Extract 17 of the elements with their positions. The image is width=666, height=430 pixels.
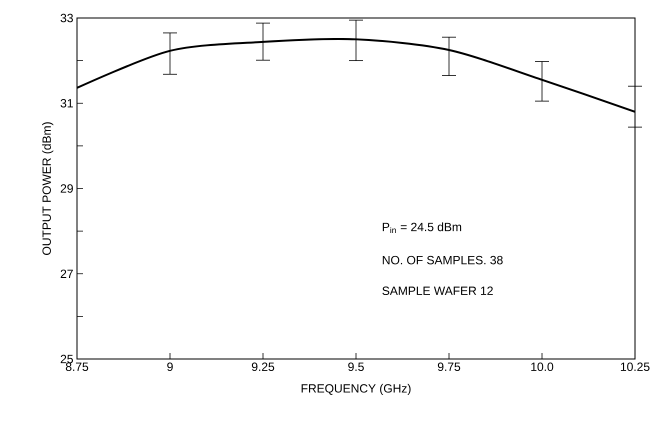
x-tick-label: 9.5: [348, 362, 364, 372]
x-tick-label: 10.0: [531, 362, 554, 372]
x-tick-label: 10.25: [620, 362, 650, 372]
x-tick-label: 9: [167, 362, 173, 372]
y-tick-label: 33: [60, 14, 73, 22]
y-tick-label: 27: [60, 270, 73, 278]
x-tick-label: 9.25: [252, 362, 274, 372]
y-axis-title: OUTPUT POWER (dBm): [42, 122, 54, 255]
annotation: P$_{in}$ = 24.5 dBm: [382, 222, 462, 234]
x-axis-title: FREQUENCY (GHz): [302, 384, 411, 396]
annotation: SAMPLE WAFER 12: [382, 286, 493, 296]
y-tick-label: 31: [60, 99, 73, 108]
y-tick-label: 25: [60, 354, 73, 364]
annotation: NO. OF SAMPLES. 38: [382, 256, 503, 264]
x-tick-label: 8.75: [66, 362, 88, 372]
y-tick-label: 29: [60, 184, 73, 193]
x-tick-label: 9.75: [438, 362, 460, 372]
